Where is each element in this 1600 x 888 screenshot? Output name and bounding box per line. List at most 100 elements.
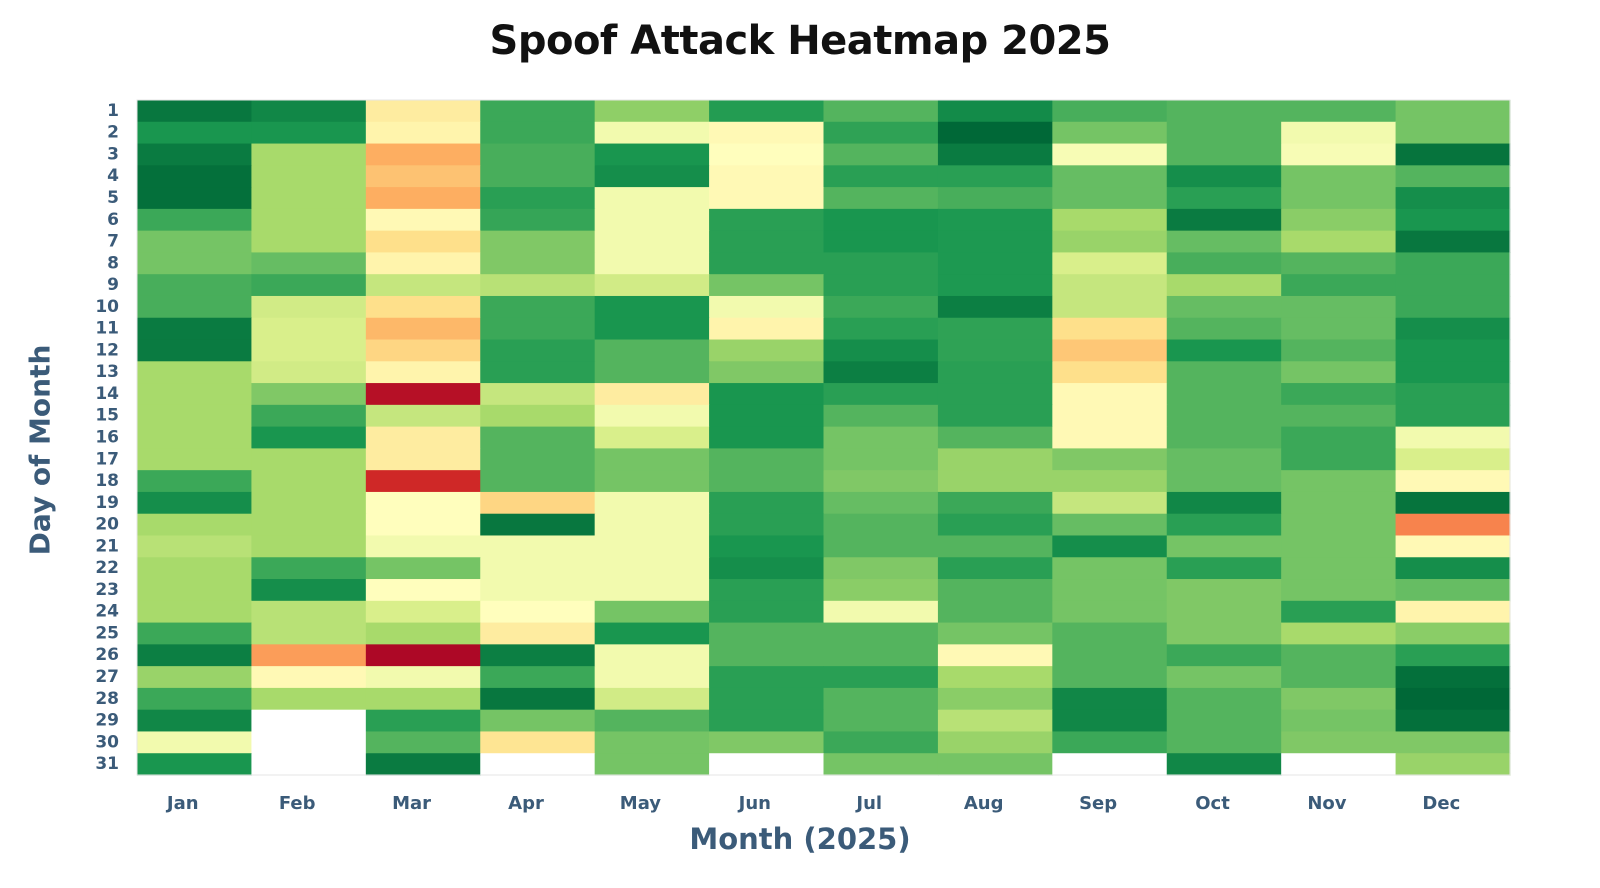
- y-tick-label: 15: [95, 406, 119, 426]
- heatmap-cell-may-7: [594, 230, 710, 254]
- heatmap-cell-jul-7: [823, 230, 939, 254]
- x-tick-label: Feb: [279, 793, 316, 814]
- heatmap-cell-apr-15: [480, 404, 596, 428]
- heatmap-cell-jul-14: [823, 383, 939, 406]
- heatmap-cell-may-1: [594, 100, 710, 123]
- heatmap-cell-dec-7: [1395, 230, 1511, 254]
- y-tick-label: 19: [95, 493, 119, 513]
- heatmap-cell-mar-31: [365, 753, 481, 776]
- heatmap-cell-may-28: [594, 687, 710, 711]
- heatmap-cell-jun-14: [709, 383, 825, 406]
- heatmap-cell-aug-21: [937, 535, 1053, 558]
- x-tick-label: Jun: [737, 793, 771, 814]
- heatmap-cell-aug-8: [937, 252, 1053, 275]
- heatmap-cell-jul-2: [823, 121, 939, 145]
- heatmap-cell-mar-2: [365, 121, 481, 145]
- heatmap-cell-sep-6: [1052, 208, 1168, 232]
- heatmap-cell-sep-1: [1052, 100, 1168, 123]
- heatmap-cell-dec-21: [1395, 535, 1511, 558]
- heatmap-cell-mar-29: [365, 709, 481, 733]
- heatmap-cell-aug-2: [937, 121, 1053, 145]
- heatmap-cell-apr-4: [480, 165, 596, 188]
- heatmap-cell-jun-17: [709, 448, 825, 471]
- heatmap-cell-may-9: [594, 274, 710, 297]
- heatmap-cell-nov-14: [1281, 383, 1397, 406]
- heatmap-cell-feb-7: [251, 230, 367, 254]
- heatmap-cell-mar-21: [365, 535, 481, 558]
- heatmap-cell-oct-22: [1166, 557, 1282, 580]
- heatmap-cell-mar-27: [365, 666, 481, 689]
- heatmap-cell-dec-12: [1395, 339, 1511, 362]
- heatmap-cell-dec-15: [1395, 404, 1511, 428]
- heatmap-cell-may-2: [594, 121, 710, 145]
- heatmap-cell-sep-22: [1052, 557, 1168, 580]
- heatmap-cell-dec-16: [1395, 426, 1511, 449]
- heatmap-cell-may-13: [594, 361, 710, 384]
- heatmap-cell-mar-13: [365, 361, 481, 384]
- heatmap-cell-sep-14: [1052, 383, 1168, 406]
- heatmap-cell-feb-13: [251, 361, 367, 384]
- heatmap-cell-mar-22: [365, 557, 481, 580]
- y-tick-label: 24: [95, 602, 119, 622]
- heatmap-cell-oct-7: [1166, 230, 1282, 254]
- y-tick-label: 26: [95, 645, 119, 665]
- heatmap-cell-jun-7: [709, 230, 825, 254]
- heatmap-cell-may-24: [594, 600, 710, 624]
- heatmap-cell-jan-17: [137, 448, 253, 471]
- heatmap-cell-oct-28: [1166, 687, 1282, 711]
- heatmap-cell-mar-23: [365, 579, 481, 602]
- heatmap-cell-feb-21: [251, 535, 367, 558]
- heatmap-cell-jan-28: [137, 687, 253, 711]
- heatmap-cell-dec-18: [1395, 470, 1511, 493]
- heatmap-cell-mar-1: [365, 100, 481, 123]
- heatmap-cell-feb-19: [251, 491, 367, 515]
- y-tick-label: 5: [107, 188, 119, 208]
- y-tick-label: 9: [107, 275, 119, 295]
- heatmap-cell-aug-9: [937, 274, 1053, 297]
- heatmap-cell-jul-17: [823, 448, 939, 471]
- heatmap-cell-may-5: [594, 187, 710, 210]
- heatmap-cell-sep-29: [1052, 709, 1168, 733]
- heatmap-cell-feb-5: [251, 187, 367, 210]
- heatmap-cell-feb-15: [251, 404, 367, 428]
- x-tick-label: Mar: [392, 793, 431, 814]
- heatmap-cell-nov-11: [1281, 317, 1397, 341]
- heatmap-cell-apr-3: [480, 143, 596, 166]
- heatmap-cell-nov-7: [1281, 230, 1397, 254]
- heatmap-cell-feb-16: [251, 426, 367, 449]
- heatmap-cell-aug-24: [937, 600, 1053, 624]
- heatmap-cell-sep-31: [1052, 753, 1168, 776]
- heatmap-cell-sep-7: [1052, 230, 1168, 254]
- heatmap-cell-jan-21: [137, 535, 253, 558]
- heatmap-cell-aug-11: [937, 317, 1053, 341]
- heatmap-cell-may-27: [594, 666, 710, 689]
- heatmap-cell-aug-15: [937, 404, 1053, 428]
- heatmap-cell-dec-1: [1395, 100, 1511, 123]
- x-tick-label: Aug: [964, 793, 1004, 814]
- heatmap-cell-apr-5: [480, 187, 596, 210]
- heatmap-cell-apr-16: [480, 426, 596, 449]
- heatmap-cell-apr-9: [480, 274, 596, 297]
- heatmap-cell-oct-11: [1166, 317, 1282, 341]
- y-tick-label: 2: [107, 123, 119, 143]
- heatmap-cell-jul-16: [823, 426, 939, 449]
- heatmap-cell-apr-27: [480, 666, 596, 689]
- heatmap-cell-jun-20: [709, 513, 825, 537]
- plot-border: [136, 99, 1511, 776]
- heatmap-cell-jan-31: [137, 753, 253, 776]
- heatmap-cell-feb-18: [251, 470, 367, 493]
- x-tick-label: Sep: [1079, 793, 1117, 814]
- heatmap-cell-jun-10: [709, 295, 825, 319]
- heatmap-cell-jan-10: [137, 295, 253, 319]
- heatmap-cell-aug-16: [937, 426, 1053, 449]
- heatmap-cell-jun-30: [709, 731, 825, 754]
- heatmap-cell-oct-26: [1166, 644, 1282, 667]
- heatmap-cell-jul-9: [823, 274, 939, 297]
- heatmap-cell-oct-21: [1166, 535, 1282, 558]
- heatmap-cell-feb-29: [251, 709, 367, 733]
- heatmap-cell-oct-10: [1166, 295, 1282, 319]
- heatmap-cell-jan-22: [137, 557, 253, 580]
- heatmap-cell-jan-1: [137, 100, 253, 123]
- heatmap-cell-jan-27: [137, 666, 253, 689]
- heatmap-cell-sep-17: [1052, 448, 1168, 471]
